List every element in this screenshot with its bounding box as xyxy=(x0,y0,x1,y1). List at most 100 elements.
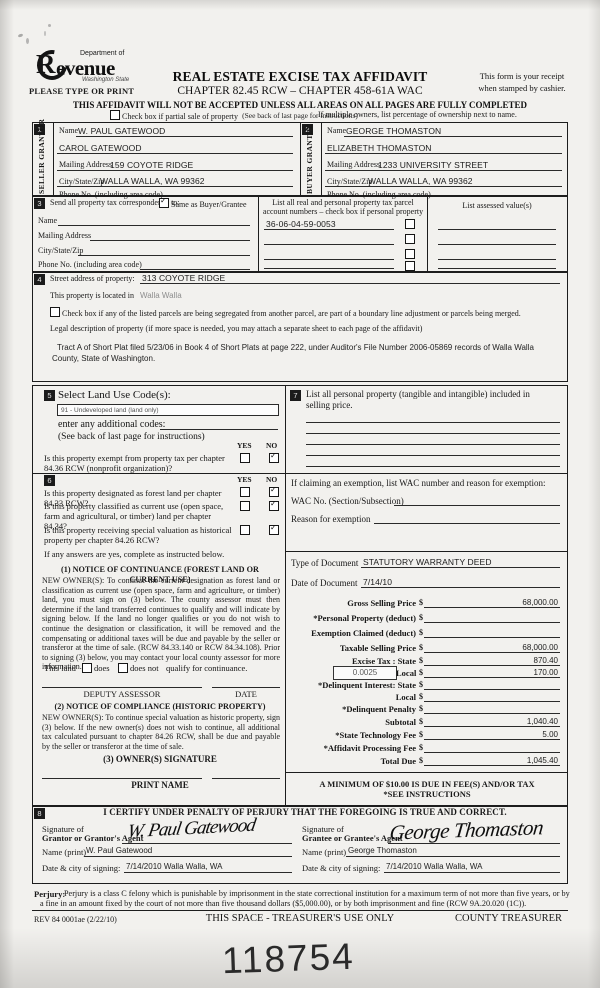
tax-value-10[interactable]: 5.00 xyxy=(542,730,558,739)
historical-no-checkbox[interactable] xyxy=(269,523,279,535)
section-7-separator xyxy=(285,473,568,475)
grantee-name-rule xyxy=(346,856,560,857)
parcel-personal-checkbox-4[interactable] xyxy=(405,261,415,271)
perjury-line-2: a fine in an amount fixed by the court o… xyxy=(40,899,527,908)
partial-sale-checkbox[interactable] xyxy=(110,110,120,120)
exempt-question: Is this property exempt from property ta… xyxy=(44,453,225,473)
receipt-line-2: when stamped by cashier. xyxy=(478,83,566,93)
tax-label-7: Local xyxy=(395,692,416,702)
logo-revenue-label: evenue xyxy=(56,56,115,80)
legal-description-line-2[interactable]: County, State of Washington. xyxy=(52,354,156,363)
buyer-name-value[interactable]: GEORGE THOMASTON xyxy=(346,126,442,136)
segregation-checkbox[interactable] xyxy=(50,307,60,317)
deputy-assessor-label: DEPUTY ASSESSOR xyxy=(83,689,161,699)
buyer-grantee-vertical-label: BUYER GRANTEE xyxy=(305,123,314,194)
tax-dollar-5: $ xyxy=(419,668,423,677)
tax-label-8: *Delinquent Penalty xyxy=(342,704,416,714)
parcel-number-value-1[interactable]: 36-06-04-59-0053 xyxy=(266,219,336,229)
tax-value-0[interactable]: 68,000.00 xyxy=(522,598,558,607)
seller-name-value-2[interactable]: CAROL GATEWOOD xyxy=(59,143,142,153)
local-tax-rate-input[interactable]: 0.0025 xyxy=(333,666,397,680)
buyer-city-rule xyxy=(325,186,562,187)
section-3-badge: 3 xyxy=(34,198,45,209)
seller-city-value[interactable]: WALLA WALLA, WA 99362 xyxy=(100,176,205,186)
receipt-line-1: This form is your receipt xyxy=(479,71,565,81)
partial-sale-checkbox-group[interactable]: Check box if partial sale of property xyxy=(110,110,238,121)
buyer-name-value-2[interactable]: ELIZABETH THOMASTON xyxy=(327,143,432,153)
tax-value-5[interactable]: 170.00 xyxy=(533,668,558,677)
current-use-no-checkbox[interactable] xyxy=(269,499,279,511)
grantee-name-value[interactable]: George Thomaston xyxy=(348,846,417,855)
tax-value-3[interactable]: 68,000.00 xyxy=(522,643,558,652)
seller-name-value[interactable]: W. PAUL GATEWOOD xyxy=(78,126,166,136)
historical-yes-checkbox[interactable] xyxy=(240,525,250,535)
scan-speck xyxy=(44,31,46,36)
current-use-yes-checkbox[interactable] xyxy=(240,501,250,511)
parcel-personal-checkbox-1[interactable] xyxy=(405,219,415,229)
legal-description-line-1[interactable]: Tract A of Short Plat filed 5/23/06 in B… xyxy=(57,343,534,352)
perjury-heading: Perjury: xyxy=(34,889,66,899)
grantor-name-value[interactable]: W. Paul Gatewood xyxy=(86,846,153,855)
additional-codes-rule xyxy=(160,429,278,430)
tax-value-12[interactable]: 1,045.40 xyxy=(526,756,558,765)
parcel-personal-checkbox-3[interactable] xyxy=(405,249,415,259)
buyer-phone-label: Phone No. (including area code) xyxy=(327,190,431,199)
document-date-value[interactable]: 7/14/10 xyxy=(363,577,393,587)
section-4-badge: 4 xyxy=(34,274,45,285)
exempt-no-checkbox[interactable] xyxy=(269,451,279,463)
print-name-label: PRINT NAME xyxy=(131,780,189,790)
section-2-badge: 2 xyxy=(302,124,313,135)
land-use-see-back: (See back of last page for instructions) xyxy=(58,432,205,442)
same-as-buyer-group[interactable]: Same as Buyer/Grantee xyxy=(159,196,247,209)
grantor-signature-label-2: Grantor or Grantor's Agent xyxy=(42,833,144,843)
parcel-header: List all real and personal property tax … xyxy=(262,198,424,216)
if-yes-instruction: If any answers are yes, complete as inst… xyxy=(44,549,225,559)
tax-value-9[interactable]: 1,040.40 xyxy=(526,717,558,726)
partial-sale-row: Check box if partial sale of property If… xyxy=(0,110,600,122)
parcel-personal-checkbox-2[interactable] xyxy=(405,234,415,244)
lower-main-divider xyxy=(285,385,287,806)
personal-property-rule-5 xyxy=(306,466,560,467)
land-use-code-value[interactable]: 91 - Undeveloped land (land only) xyxy=(57,404,279,416)
grantee-signature-rule xyxy=(388,843,560,844)
treasurer-space-label: THIS SPACE - TREASURER'S USE ONLY xyxy=(205,913,395,924)
assessed-rule-1 xyxy=(438,229,556,230)
section6-yes-header: YES xyxy=(237,475,252,484)
seller-mailing-value[interactable]: 159 COYOTE RIDGE xyxy=(110,160,194,170)
additional-codes-label: enter any additional codes: xyxy=(58,419,166,430)
buyer-mailing-value[interactable]: 1233 UNIVERSITY STREET xyxy=(378,160,489,170)
logo-state-label: Washington State xyxy=(82,77,130,83)
grantor-name-label: Name (print) xyxy=(42,847,87,857)
does-not-label: does not xyxy=(130,663,159,673)
exemption-prompt: If claiming an exemption, list WAC numbe… xyxy=(291,478,546,488)
forest-land-yes-checkbox[interactable] xyxy=(240,487,250,497)
parcel-rule-1 xyxy=(264,229,394,230)
street-address-value[interactable]: 313 COYOTE RIDGE xyxy=(142,273,226,283)
same-as-buyer-checkbox[interactable] xyxy=(159,196,169,208)
corr-phone-label: Phone No. (including area code) xyxy=(38,260,142,269)
buyer-name-label: Name xyxy=(327,126,347,135)
assessor-date-rule xyxy=(212,687,280,688)
tax-section-separator xyxy=(285,551,568,553)
parties-divider xyxy=(300,122,302,196)
tax-dollar-2: $ xyxy=(419,628,423,637)
corr-city-label: City/State/Zip xyxy=(38,246,84,255)
street-address-label: Street address of property: xyxy=(50,274,135,283)
parcel-rule-3 xyxy=(264,259,394,260)
does-not-qualify-checkbox[interactable] xyxy=(118,663,128,673)
exempt-yes-checkbox[interactable] xyxy=(240,453,250,463)
dor-logo: R Department of evenue Washington State xyxy=(31,44,148,86)
buyer-city-value[interactable]: WALLA WALLA, WA 99362 xyxy=(368,176,473,186)
located-in-value[interactable]: Walla Walla xyxy=(140,291,182,300)
grantee-date-rule xyxy=(384,872,560,873)
buyer-label-divider xyxy=(321,122,323,196)
segregation-checkbox-group[interactable]: Check box if any of the listed parcels a… xyxy=(50,307,560,318)
does-qualify-checkbox[interactable] xyxy=(82,663,92,673)
grantee-date-value[interactable]: 7/14/2010 Walla Walla, WA xyxy=(386,862,483,871)
grantor-date-value[interactable]: 7/14/2010 Walla Walla, WA xyxy=(126,862,223,871)
document-type-value[interactable]: STATUTORY WARRANTY DEED xyxy=(363,557,492,567)
tax-value-4[interactable]: 870.40 xyxy=(533,656,558,665)
tax-dollar-9: $ xyxy=(419,717,423,726)
footer-separator xyxy=(32,910,568,912)
forest-land-no-checkbox[interactable] xyxy=(269,485,279,497)
